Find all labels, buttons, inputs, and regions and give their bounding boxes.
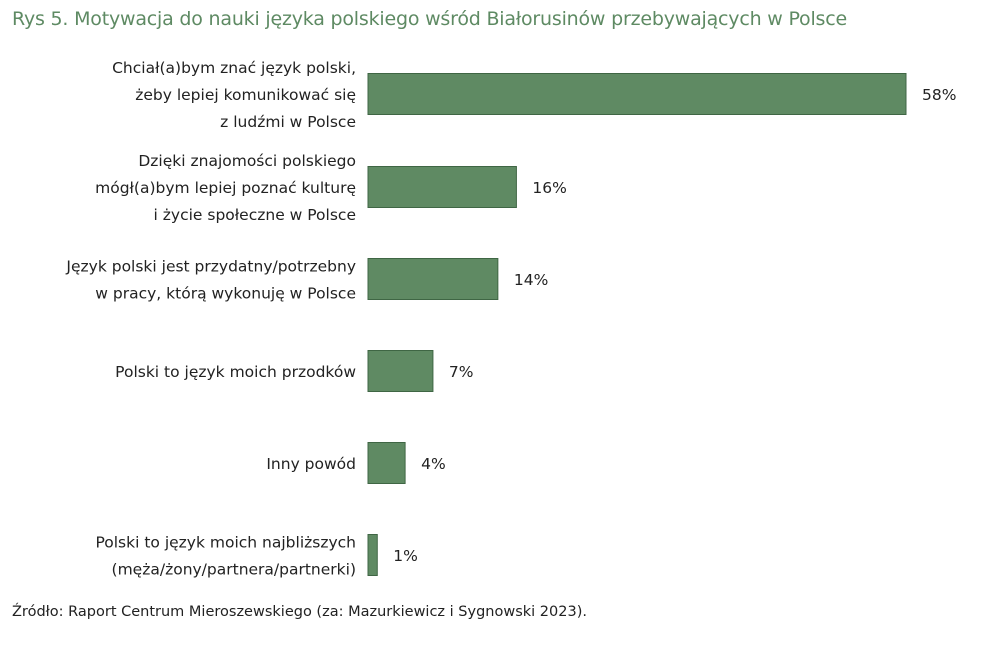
source-note: Źródło: Raport Centrum Mieroszewskiego (…: [12, 604, 587, 620]
category-label-1: Chciał(a)bym znać język polski, żeby lepi…: [112, 59, 356, 131]
category-label-line: Inny powód: [266, 455, 356, 473]
category-label-line: Dzięki znajomości polskiego: [138, 152, 356, 170]
bar-6: [367, 534, 378, 576]
value-label-2: 16%: [532, 179, 566, 197]
category-label-6: Polski to język moich najbliższych (męża/…: [95, 534, 356, 579]
value-label-5: 4%: [421, 455, 446, 473]
category-label-5: Inny powód: [266, 455, 356, 473]
category-label-line: z ludźmi w Polsce: [220, 113, 356, 131]
chart-title: Rys 5. Motywacja do nauki języka polskie…: [12, 8, 847, 30]
bar-3: [367, 258, 499, 300]
category-label-4: Polski to język moich przodków: [115, 363, 356, 381]
bar-5: [367, 442, 406, 484]
category-label-line: mógł(a)bym lepiej poznać kulturę: [95, 179, 356, 197]
bar-2: [367, 166, 517, 208]
value-labels: 58% 16% 14% 7% 4% 1%: [393, 86, 956, 565]
category-label-line: Język polski jest przydatny/potrzebny: [65, 258, 356, 276]
bars: [367, 73, 907, 576]
value-label-3: 14%: [514, 271, 548, 289]
bar-4: [367, 350, 434, 392]
bar-chart: Chciał(a)bym znać język polski, żeby lepi…: [65, 59, 956, 579]
category-label-line: (męża/żony/partnera/partnerki): [112, 561, 356, 579]
category-label-line: Chciał(a)bym znać język polski,: [112, 59, 356, 77]
category-label-line: żeby lepiej komunikować się: [135, 86, 356, 104]
value-label-6: 1%: [393, 547, 418, 565]
category-label-line: Polski to język moich przodków: [115, 363, 356, 381]
category-label-3: Język polski jest przydatny/potrzebny w p…: [65, 258, 356, 303]
bar-1: [367, 73, 907, 115]
category-label-line: i życie społeczne w Polsce: [154, 206, 356, 224]
value-label-4: 7%: [449, 363, 474, 381]
value-label-1: 58%: [922, 86, 956, 104]
category-label-line: Polski to język moich najbliższych: [95, 534, 356, 552]
category-label-line: w pracy, którą wykonuję w Polsce: [95, 285, 356, 303]
category-labels: Chciał(a)bym znać język polski, żeby lepi…: [65, 59, 356, 579]
category-label-2: Dzięki znajomości polskiego mógł(a)bym le…: [95, 152, 356, 224]
